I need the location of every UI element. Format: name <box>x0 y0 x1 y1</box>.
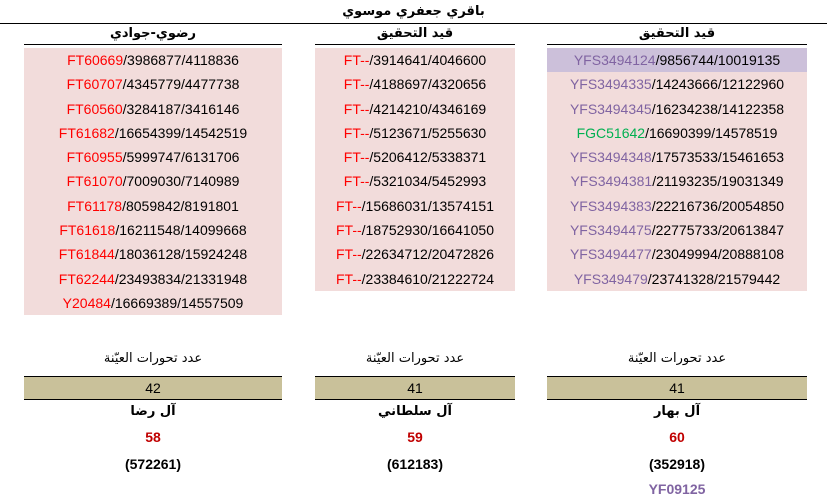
page-title: باقري جعفري موسوي <box>342 4 485 19</box>
list-item: FT60955/5999747/6131706 <box>24 145 282 170</box>
family-name: آل سلطاني <box>378 404 452 419</box>
member-count: 60 <box>669 429 685 445</box>
list-item: YFS3494345/16234238/14122358 <box>547 96 807 121</box>
column-header: قيد التحقيق <box>547 24 807 45</box>
list-item: FT62244/23493834/21331948 <box>24 266 282 291</box>
list-item: FT--/15686031/13574151 <box>315 193 515 219</box>
kit-number: (572261) <box>124 456 182 472</box>
list-item: FT61618/16211548/14099668 <box>24 218 282 243</box>
kit-number: (612183) <box>386 456 444 472</box>
list-item: YFS3494335/14243666/12122960 <box>547 72 807 97</box>
list-item: YFS3494348/17573533/15461653 <box>547 145 807 170</box>
list-item: FT61682/16654399/14542519 <box>24 120 282 146</box>
list-item: FT--/5321034/5452993 <box>315 169 515 194</box>
member-count: 59 <box>407 429 423 445</box>
family-name: آل رضا <box>130 404 176 419</box>
list-item: FT61070/7009030/7140989 <box>24 169 282 194</box>
column-under-investigation-right: قيد التحقيق YFS3494124/9856744/10019135 … <box>547 24 807 291</box>
mutations-label: عدد تحورات العيّنة <box>103 351 203 366</box>
mutations-count: 41 <box>315 376 515 400</box>
list-item: FGC51642/16690399/14578519 <box>547 120 807 146</box>
list-item: FT--/22634712/20472826 <box>315 242 515 267</box>
kit-number: (352918) <box>648 456 706 472</box>
list-item: FT61844/18036128/15924248 <box>24 242 282 267</box>
mutations-label: عدد تحورات العيّنة <box>365 351 465 366</box>
list-item: Y20484/16669389/14557509 <box>24 290 282 316</box>
mutations-count: 41 <box>547 376 807 400</box>
list-item: FT--/18752930/16641050 <box>315 218 515 243</box>
title-divider <box>0 23 827 24</box>
list-item: FT--/5123671/5255630 <box>315 120 515 146</box>
column-header: قيد التحقيق <box>315 24 515 45</box>
member-count: 58 <box>145 429 161 445</box>
list-item: FT60707/4345779/4477738 <box>24 72 282 97</box>
list-item: FT61178/8059842/8191801 <box>24 193 282 219</box>
list-item: YFS3494475/22775733/20613847 <box>547 218 807 243</box>
mutations-count: 42 <box>24 376 282 400</box>
column-header: رضوي-جوادي <box>24 24 282 45</box>
snp-list: YFS3494124/9856744/10019135 YFS3494335/1… <box>547 48 807 291</box>
list-item: FT--/5206412/5338371 <box>315 145 515 170</box>
list-item-selected: YFS3494124/9856744/10019135 <box>547 48 807 73</box>
mutations-label: عدد تحورات العيّنة <box>627 351 727 366</box>
snp-list: FT--/3914641/4046600 FT--/4188697/432065… <box>315 48 515 291</box>
list-item: YFS349479/23741328/21579442 <box>547 266 807 291</box>
column-radawi-jawadi: رضوي-جوادي FT60669/3986877/4118836 FT607… <box>24 24 282 316</box>
list-item: YFS3494477/23049994/20888108 <box>547 242 807 267</box>
list-item: FT--/4188697/4320656 <box>315 72 515 97</box>
list-item: YFS3494383/22216736/20054850 <box>547 193 807 219</box>
column-under-investigation-middle: قيد التحقيق FT--/3914641/4046600 FT--/41… <box>315 24 515 291</box>
list-item: FT--/3914641/4046600 <box>315 48 515 73</box>
list-item: FT--/23384610/21222724 <box>315 266 515 291</box>
list-item: FT--/4214210/4346169 <box>315 96 515 121</box>
family-name: آل بهار <box>653 404 701 419</box>
snp-list: FT60669/3986877/4118836 FT60707/4345779/… <box>24 48 282 316</box>
extra-snp-label: YF09125 <box>648 481 706 497</box>
list-item: YFS3494381/21193235/19031349 <box>547 169 807 194</box>
list-item: FT60669/3986877/4118836 <box>24 48 282 73</box>
list-item: FT60560/3284187/3416146 <box>24 96 282 121</box>
